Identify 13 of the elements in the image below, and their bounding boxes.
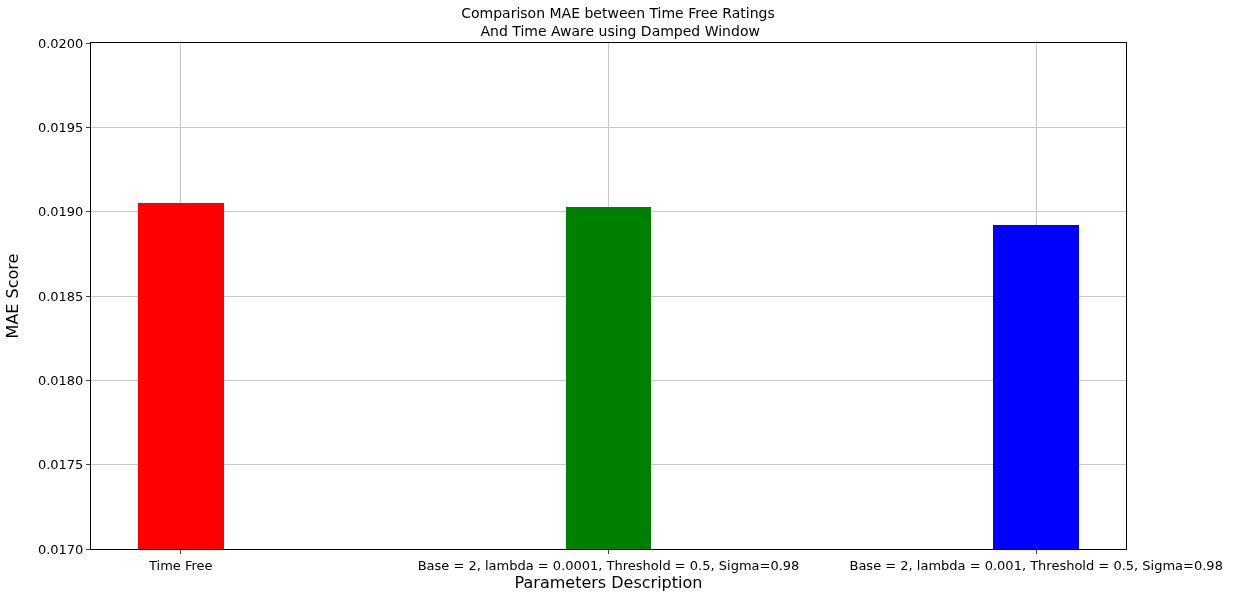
y-tick-label: 0.0180	[37, 372, 84, 388]
x-tick-label: Base = 2, lambda = 0.0001, Threshold = 0.5, Sigma=0.98	[417, 557, 800, 573]
y-tick-label: 0.0195	[37, 119, 84, 135]
y-axis-title: MAE Score	[2, 253, 22, 339]
y-tick-label: 0.0190	[37, 204, 84, 220]
y-tick-label: 0.0200	[37, 35, 84, 51]
y-tick-label: 0.0175	[37, 457, 84, 473]
chart-title: Comparison MAE between Time Free Ratings And Time Aware using Damped Window	[461, 4, 775, 40]
x-axis-title: Parameters Description	[514, 572, 703, 592]
y-tick-label: 0.0185	[37, 288, 84, 304]
x-tick-label: Base = 2, lambda = 0.001, Threshold = 0.5, Sigma=0.98	[849, 557, 1223, 573]
y-tick-label: 0.0170	[37, 541, 84, 557]
x-tick-label: Time Free	[148, 557, 213, 573]
